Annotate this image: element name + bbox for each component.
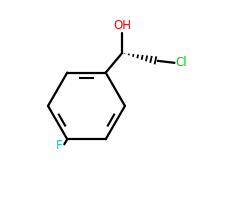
Text: F: F — [56, 139, 62, 152]
Text: Cl: Cl — [175, 56, 187, 69]
Text: OH: OH — [113, 19, 131, 32]
